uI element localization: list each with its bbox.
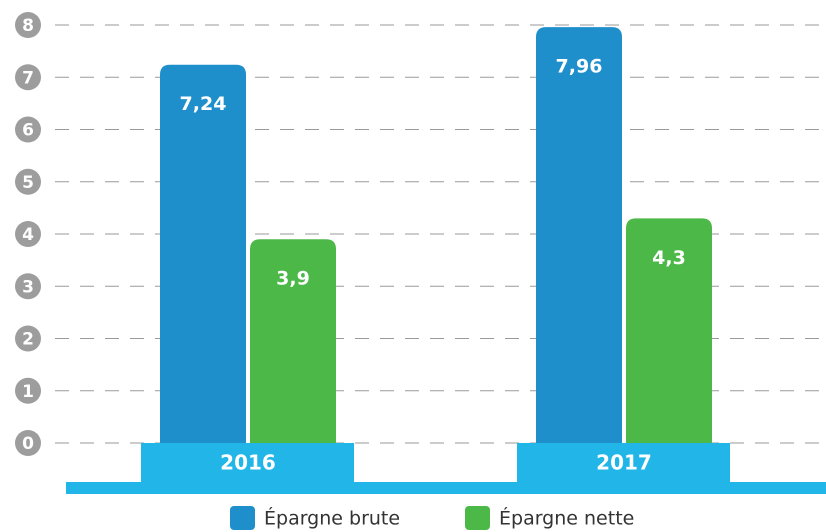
y-tick-label: 4 — [22, 225, 34, 245]
y-tick-label: 0 — [22, 434, 34, 454]
y-tick-badge — [15, 377, 41, 404]
y-tick-label: 2 — [22, 330, 34, 350]
bar — [160, 64, 246, 444]
category-box — [141, 443, 354, 483]
legend-label: Épargne brute — [264, 507, 400, 530]
legend-swatch — [230, 506, 255, 530]
value-label: 4,3 — [652, 247, 686, 269]
y-tick-badge — [15, 12, 41, 38]
y-tick-badge — [15, 273, 41, 300]
y-tick-label: 3 — [22, 277, 34, 297]
value-label: 3,9 — [276, 268, 310, 290]
bar — [536, 27, 622, 444]
y-tick-label: 6 — [22, 121, 34, 141]
value-label: 7,96 — [556, 56, 603, 78]
y-tick-badge — [15, 325, 41, 352]
legend-label: Épargne nette — [499, 507, 634, 530]
y-tick-label: 5 — [22, 173, 34, 193]
y-tick-badge — [15, 64, 41, 91]
y-tick-badge — [15, 168, 41, 195]
y-tick-label: 1 — [22, 382, 34, 402]
y-tick-label: 7 — [22, 68, 34, 88]
bar — [626, 218, 712, 443]
x-tick-label: 2016 — [220, 451, 276, 475]
y-tick-badge — [15, 116, 41, 143]
y-tick-badge — [15, 221, 41, 247]
value-label: 7,24 — [180, 93, 227, 115]
y-tick-badge — [15, 430, 41, 456]
category-box — [517, 443, 730, 483]
bar — [250, 239, 336, 443]
legend-swatch — [465, 506, 490, 530]
y-tick-label: 8 — [22, 16, 34, 36]
x-tick-label: 2017 — [596, 451, 652, 475]
baseline-strip — [66, 482, 826, 494]
